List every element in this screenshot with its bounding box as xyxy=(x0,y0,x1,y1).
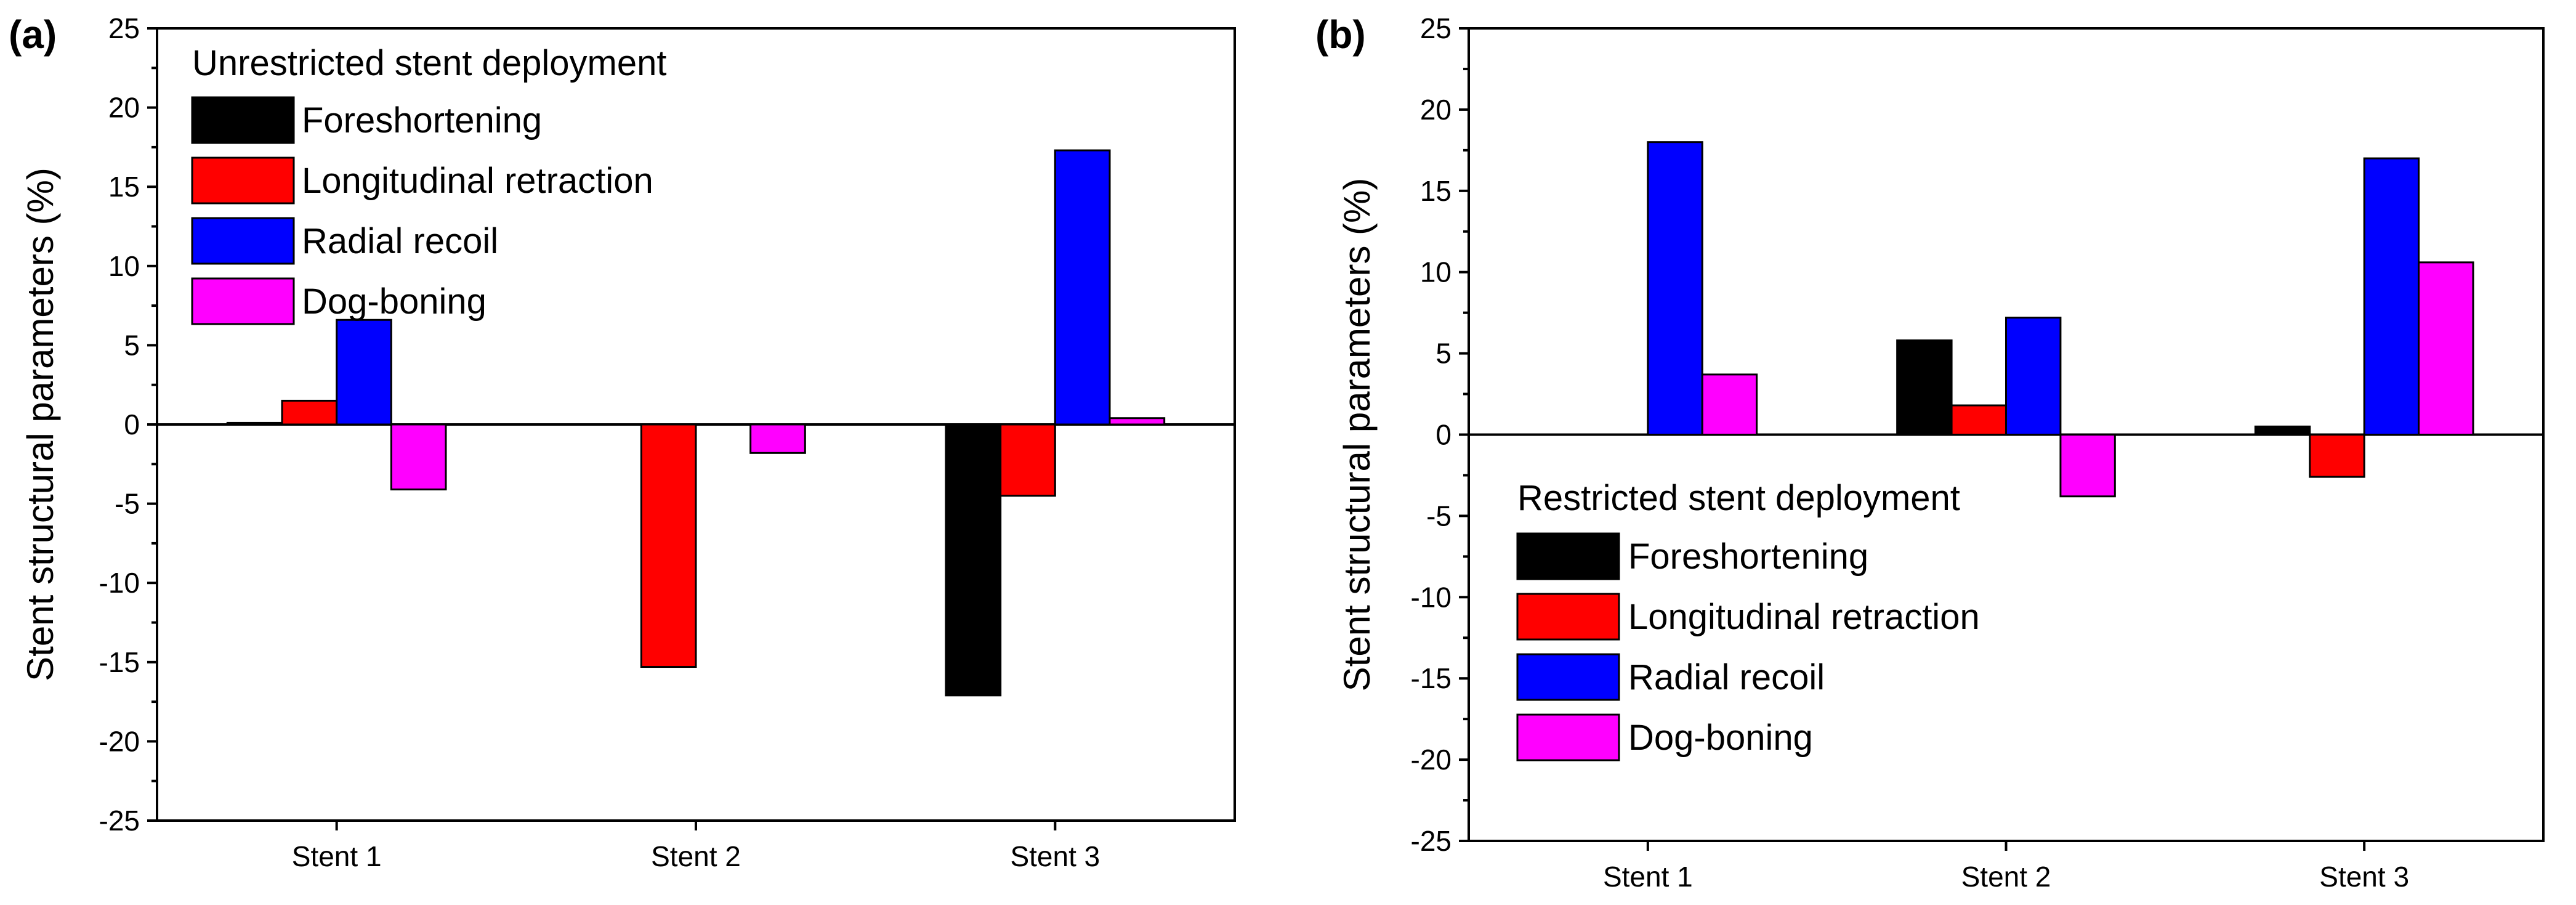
x-tick-label: Stent 1 xyxy=(292,840,382,872)
y-tick-label: -20 xyxy=(99,725,140,757)
y-tick-label: -5 xyxy=(1426,500,1452,532)
y-tick-label: -10 xyxy=(1411,581,1452,613)
y-tick-label: 10 xyxy=(108,250,140,282)
y-tick-label: 15 xyxy=(1420,175,1452,207)
legend-swatch xyxy=(191,277,295,325)
y-tick-label: 25 xyxy=(1420,12,1452,44)
x-tick-label: Stent 2 xyxy=(1961,861,2051,893)
legend-swatch xyxy=(1516,532,1620,580)
bar-foreshortening-stent-2 xyxy=(1896,339,1953,436)
x-tick-label: Stent 3 xyxy=(1010,840,1100,872)
legend-title: Unrestricted stent deployment xyxy=(192,43,666,83)
legend-swatch xyxy=(1516,653,1620,701)
y-tick-label: 25 xyxy=(108,12,140,44)
y-tick-label: -5 xyxy=(115,488,140,520)
bar-dog-boning-stent-2 xyxy=(2059,434,2116,498)
y-tick-label: 20 xyxy=(1420,94,1452,126)
bar-longitudinal-retraction-stent-2 xyxy=(1950,404,2007,436)
bar-foreshortening-stent-3 xyxy=(945,423,1002,697)
legend-label: Foreshortening xyxy=(1628,537,1868,577)
y-tick-label: -10 xyxy=(99,567,140,599)
bar-longitudinal-retraction-stent-3 xyxy=(999,423,1056,497)
bar-dog-boning-stent-3 xyxy=(1108,417,1166,426)
bar-radial-recoil-stent-1 xyxy=(336,319,392,426)
legend-label: Foreshortening xyxy=(302,100,542,140)
legend-label: Radial recoil xyxy=(302,221,498,261)
legend-swatch xyxy=(1516,713,1620,761)
x-tick-label: Stent 1 xyxy=(1603,861,1693,893)
y-tick-label: 20 xyxy=(108,92,140,124)
legend-swatch xyxy=(191,217,295,265)
x-tick-label: Stent 2 xyxy=(651,840,741,872)
y-tick-label: -25 xyxy=(99,805,140,837)
bar-foreshortening-stent-1 xyxy=(226,421,283,426)
y-axis-label: Stent structural parameters (%) xyxy=(1336,178,1378,692)
x-tick-label: Stent 3 xyxy=(2319,861,2409,893)
bar-dog-boning-stent-2 xyxy=(749,423,806,454)
legend-label: Longitudinal retraction xyxy=(1628,597,1980,637)
bar-radial-recoil-stent-3 xyxy=(1054,149,1111,426)
bar-dog-boning-stent-1 xyxy=(1701,373,1758,436)
legend-label: Radial recoil xyxy=(1628,657,1825,697)
bar-radial-recoil-stent-1 xyxy=(1647,141,1703,436)
legend-label: Dog-boning xyxy=(302,282,487,322)
bar-foreshortening-stent-3 xyxy=(2254,425,2311,436)
y-tick-label: -15 xyxy=(1411,662,1452,694)
y-tick-label: 10 xyxy=(1420,256,1452,288)
y-tick-label: 15 xyxy=(108,171,140,203)
y-tick-label: -20 xyxy=(1411,744,1452,776)
legend-swatch xyxy=(1516,593,1620,641)
panel-label: (a) xyxy=(9,12,57,57)
y-tick-label: 5 xyxy=(124,329,140,361)
y-tick-label: -25 xyxy=(1411,825,1452,857)
bar-longitudinal-retraction-stent-1 xyxy=(281,399,338,426)
legend-swatch xyxy=(191,156,295,205)
y-tick-label: 0 xyxy=(1435,419,1452,451)
legend-label: Longitudinal retraction xyxy=(302,161,653,201)
y-tick-label: 0 xyxy=(124,408,140,440)
y-tick-label: -15 xyxy=(99,646,140,678)
legend-label: Dog-boning xyxy=(1628,718,1813,758)
bar-radial-recoil-stent-2 xyxy=(2005,317,2062,436)
bar-dog-boning-stent-1 xyxy=(390,423,447,490)
legend-title: Restricted stent deployment xyxy=(1517,478,1960,518)
bar-longitudinal-retraction-stent-3 xyxy=(2309,434,2365,478)
bar-dog-boning-stent-3 xyxy=(2418,261,2474,436)
y-tick-label: 5 xyxy=(1435,338,1452,370)
y-axis-label: Stent structural parameters (%) xyxy=(20,168,61,681)
legend-swatch xyxy=(191,96,295,144)
bar-longitudinal-retraction-stent-2 xyxy=(640,423,697,668)
bar-radial-recoil-stent-3 xyxy=(2363,157,2420,436)
panel-label: (b) xyxy=(1315,12,1366,57)
